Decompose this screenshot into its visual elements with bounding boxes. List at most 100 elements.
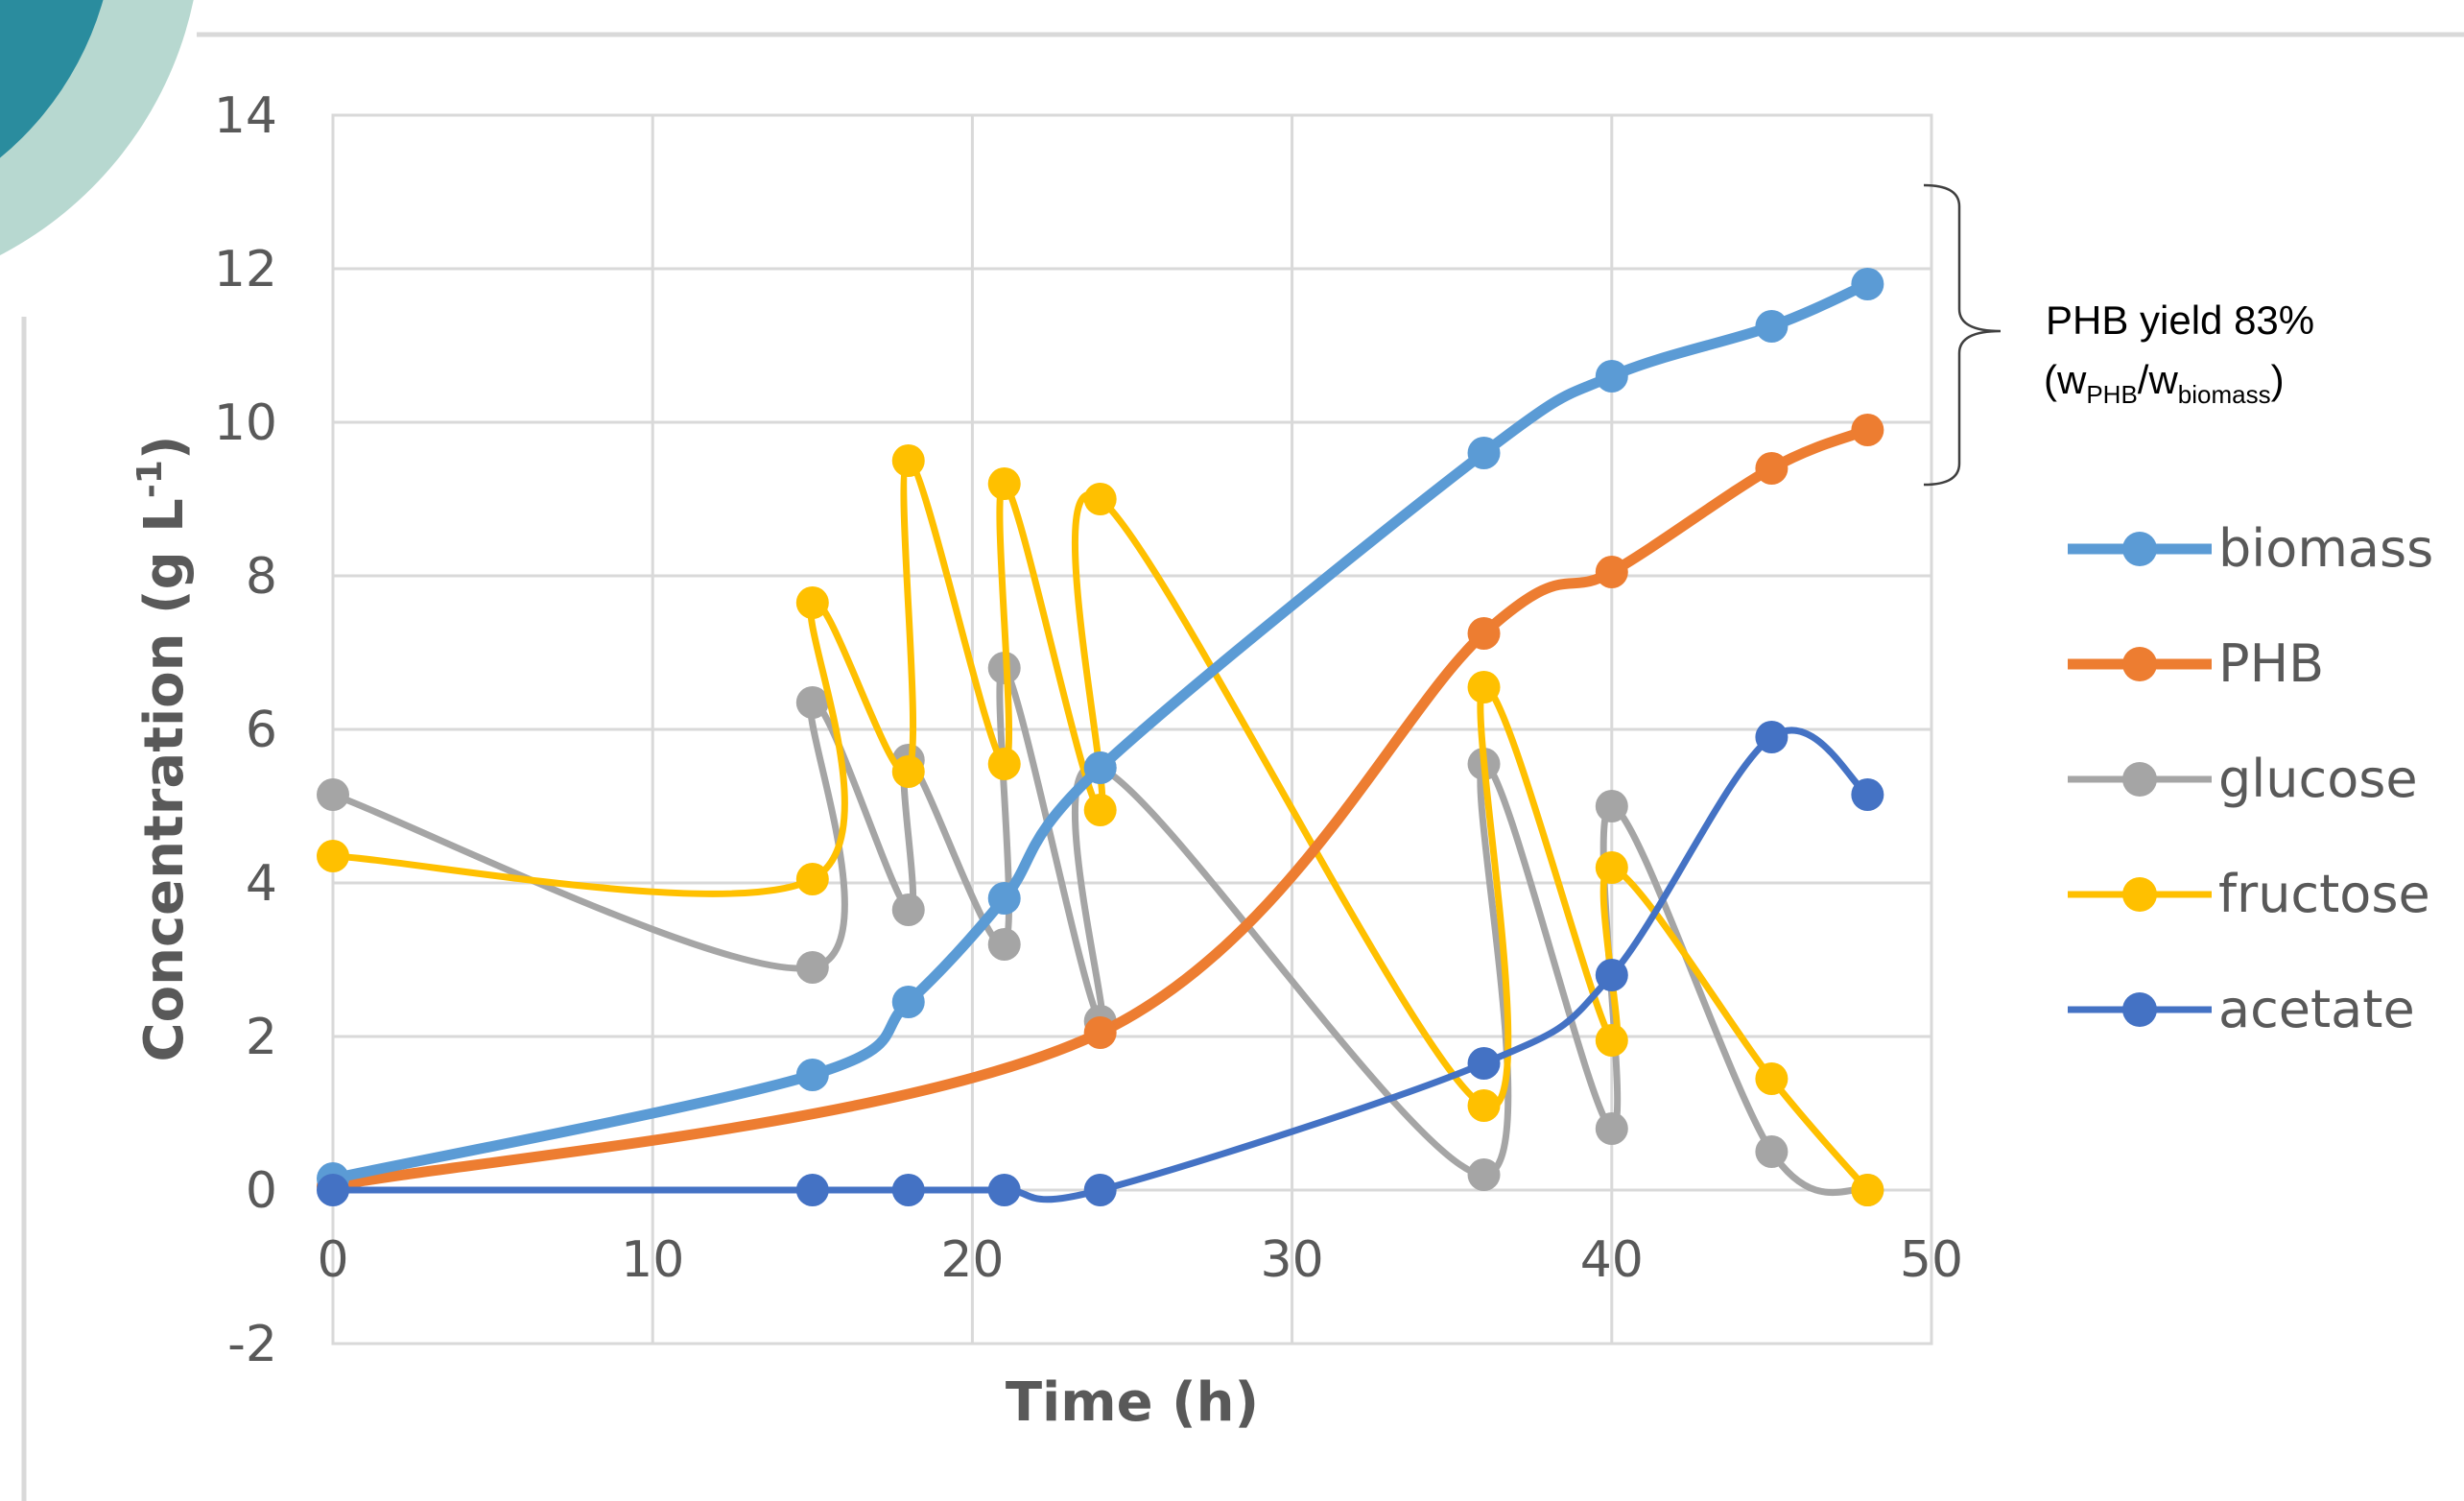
phb-point (1851, 414, 1884, 446)
acetate-point (317, 1174, 349, 1206)
glucose-line (329, 664, 1871, 1197)
phb-point (1083, 1016, 1117, 1049)
y-axis-ticks: -2 0 2 4 6 8 10 12 14 (214, 87, 277, 1373)
y-tick-label: 0 (246, 1162, 277, 1220)
biomass-point (891, 986, 925, 1018)
acetate-point (1755, 721, 1789, 753)
glucose-point (1755, 1135, 1789, 1168)
series-fructose (317, 444, 1884, 1206)
annotation-close: ) (2271, 357, 2285, 402)
legend-label: glucose (2218, 749, 2418, 809)
fructose-point (987, 467, 1021, 500)
acetate-point (987, 1174, 1021, 1206)
phb-point (1755, 452, 1789, 485)
acetate-point (1851, 778, 1884, 811)
legend-item-acetate: acetate (2068, 979, 2415, 1039)
annotation-line2: (wPHB/wbiomass) (2044, 357, 2285, 409)
x-axis-title: Time (h) (1006, 1371, 1259, 1434)
legend-swatch-marker (2122, 532, 2157, 566)
biomass-point (795, 1059, 829, 1091)
fructose-point (1755, 1062, 1789, 1095)
x-axis-ticks: 0 10 20 30 40 50 (317, 1231, 1963, 1289)
plot-border (331, 113, 1933, 1346)
biomass-point (987, 882, 1021, 915)
yield-annotation: PHB yield 83% (wPHB/wbiomass) (1923, 183, 2314, 487)
fructose-point (1083, 794, 1117, 826)
annotation-slash: /w (2138, 357, 2179, 402)
legend-item-phb: PHB (2068, 633, 2324, 694)
annotation-sub-biomass: biomass (2178, 380, 2271, 409)
legend-swatch-marker (2122, 992, 2157, 1027)
legend: biomass PHB glucose fructose acetate (2068, 518, 2433, 1039)
acetate-point (795, 1174, 829, 1206)
x-tick-label: 50 (1900, 1231, 1963, 1289)
legend-label: PHB (2218, 633, 2324, 694)
glucose-point (987, 928, 1021, 961)
grid-lines (331, 113, 1933, 1346)
acetate-point (891, 1174, 925, 1206)
annotation-brace (1923, 183, 2002, 487)
fructose-point (1851, 1174, 1884, 1206)
x-tick-label: 20 (940, 1231, 1004, 1289)
glucose-point (795, 686, 829, 719)
legend-item-biomass: biomass (2068, 518, 2433, 579)
y-tick-label: 4 (246, 855, 277, 913)
fructose-point (1083, 483, 1117, 515)
glucose-point (317, 778, 349, 811)
legend-label: fructose (2218, 864, 2430, 924)
glucose-point (1595, 1112, 1628, 1145)
phb-point (1467, 617, 1501, 650)
phb-line (327, 424, 1873, 1192)
legend-swatch-marker (2122, 762, 2157, 797)
annotation-line1: PHB yield 83% (2046, 298, 2314, 343)
fructose-point (891, 755, 925, 788)
fructose-point (1595, 1024, 1628, 1057)
fructose-point (891, 444, 925, 477)
y-axis-title: Concentration (g L-1) (130, 436, 196, 1062)
x-tick-label: 40 (1580, 1231, 1644, 1289)
y-tick-label: 2 (246, 1009, 277, 1066)
series-biomass (317, 268, 1884, 1195)
glucose-point (1467, 1158, 1501, 1191)
glucose-point (1595, 790, 1628, 822)
glucose-point (891, 893, 925, 926)
decor-inner-circle (0, 0, 104, 158)
y-tick-label: 14 (214, 87, 277, 145)
acetate-point (1467, 1047, 1501, 1080)
biomass-point (1467, 437, 1501, 469)
acetate-point (1595, 959, 1628, 991)
y-axis-title-sup: -1 (130, 460, 170, 498)
biomass-point (1851, 268, 1884, 300)
glucose-point (795, 951, 829, 984)
legend-item-fructose: fructose (2068, 864, 2430, 924)
fructose-point (317, 840, 349, 872)
acetate-point (1083, 1174, 1117, 1206)
annotation-sub-phb: PHB (2086, 380, 2137, 409)
legend-label: biomass (2218, 518, 2433, 579)
legend-swatch-marker (2122, 877, 2157, 912)
biomass-point (1595, 360, 1628, 393)
series-acetate (317, 721, 1884, 1206)
legend-swatch-marker (2122, 647, 2157, 681)
biomass-point (1083, 751, 1117, 784)
fructose-point (987, 748, 1021, 780)
fructose-point (795, 586, 829, 619)
y-tick-label: 10 (214, 394, 277, 452)
x-tick-label: 0 (317, 1231, 348, 1289)
legend-label: acetate (2218, 979, 2415, 1039)
biomass-point (1755, 310, 1789, 343)
y-tick-label: 12 (214, 241, 277, 298)
y-axis-title-close: ) (133, 436, 196, 461)
plot-area (317, 113, 1933, 1346)
fructose-point (1595, 851, 1628, 884)
y-tick-label: 8 (246, 548, 277, 606)
fructose-point (795, 863, 829, 895)
legend-item-glucose: glucose (2068, 749, 2418, 809)
y-tick-label: -2 (227, 1316, 277, 1373)
annotation-open: (w (2044, 357, 2087, 402)
fructose-point (1467, 1089, 1501, 1122)
phb-point (1595, 556, 1628, 588)
series-layer (317, 268, 1884, 1206)
y-axis-title-main: Concentration (g L (133, 498, 196, 1061)
